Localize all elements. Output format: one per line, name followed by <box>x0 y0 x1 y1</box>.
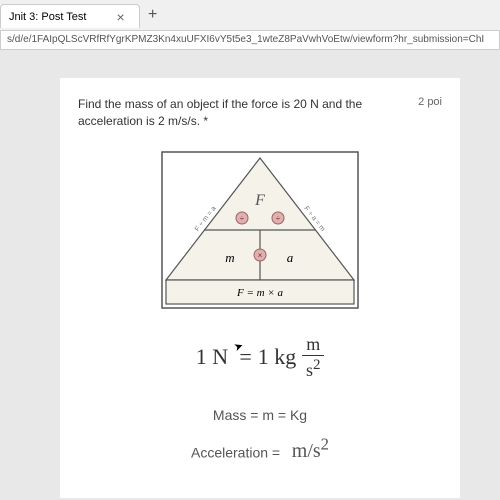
tab-bar: Jnit 3: Post Test × + <box>0 0 500 28</box>
frac-numerator: m <box>302 335 324 356</box>
force-triangle-diagram: F ÷ ÷ m a × F = m × a F ÷ m = a F ÷ a = … <box>160 150 360 315</box>
newton-coeff: 1 kg <box>258 344 297 370</box>
frac-denominator: s2 <box>306 356 321 379</box>
fraction: m s2 <box>302 335 324 379</box>
question-text: Find the mass of an object if the force … <box>78 96 406 130</box>
svg-text:F = m × a: F = m × a <box>236 287 284 299</box>
newton-lhs: 1 N <box>196 344 228 370</box>
browser-tab[interactable]: Jnit 3: Post Test × <box>0 4 140 28</box>
browser-chrome: Jnit 3: Post Test × + s/d/e/1FAIpQLScVRf… <box>0 0 500 50</box>
tab-title: Jnit 3: Post Test <box>9 11 86 23</box>
triangle-svg: F ÷ ÷ m a × F = m × a F ÷ m = a F ÷ a = … <box>160 150 360 310</box>
svg-text:÷: ÷ <box>240 214 245 223</box>
svg-text:÷: ÷ <box>276 214 281 223</box>
url-bar[interactable]: s/d/e/1FAIpQLScVRfRfYgrKPMZ3Kn4xuUFXI6vY… <box>0 30 500 50</box>
acceleration-line: Acceleration = m/s2 <box>78 435 442 464</box>
triangle-F-label: F <box>254 192 265 209</box>
accel-unit: m/s2 <box>292 440 329 462</box>
accel-label: Acceleration = <box>191 444 280 460</box>
svg-text:×: × <box>258 251 263 260</box>
svg-text:a: a <box>287 250 294 265</box>
newton-definition: 1 N ➤ = 1 kg m s2 <box>196 335 325 379</box>
new-tab-button[interactable]: + <box>140 2 165 28</box>
close-icon[interactable]: × <box>116 9 124 25</box>
mass-line: Mass = m = Kg <box>78 407 442 423</box>
svg-text:m: m <box>225 250 234 265</box>
points-label: 2 poi <box>418 96 442 130</box>
form-content: Find the mass of an object if the force … <box>60 78 460 498</box>
formula-area: 1 N ➤ = 1 kg m s2 Mass = m = Kg Accelera… <box>78 335 442 464</box>
question-row: Find the mass of an object if the force … <box>78 96 442 130</box>
